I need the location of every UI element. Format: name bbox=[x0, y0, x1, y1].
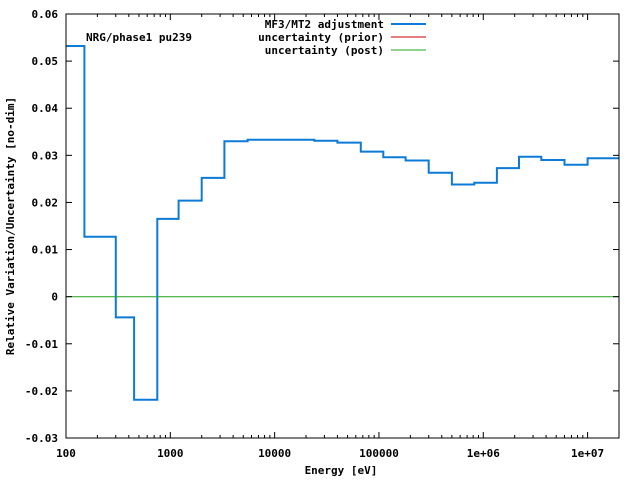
plot-frame bbox=[65, 13, 620, 439]
x-tick-label-5: 1e+07 bbox=[571, 447, 604, 460]
ticks bbox=[65, 13, 620, 439]
y-tick-label-7: 0.04 bbox=[32, 102, 59, 115]
x-tick-label-1: 1000 bbox=[157, 447, 184, 460]
legend-label-prior: uncertainty (prior) bbox=[258, 31, 384, 44]
y-tick-label-8: 0.05 bbox=[32, 55, 59, 68]
y-tick-label-4: 0.01 bbox=[32, 244, 59, 257]
x-axis-label: Energy [eV] bbox=[305, 464, 378, 477]
legend: MF3/MT2 adjustment uncertainty (prior) u… bbox=[258, 18, 426, 57]
y-axis-label: Relative Variation/Uncertainty [no-dim] bbox=[4, 97, 17, 355]
y-tick-label-9: 0.06 bbox=[32, 8, 59, 21]
chart-annotation: NRG/phase1 pu239 bbox=[86, 31, 192, 44]
plot-content bbox=[66, 45, 619, 401]
tick-labels: -0.03 -0.02 -0.01 0 0.01 0.02 0.03 0.04 0.05 0.06… bbox=[25, 8, 604, 460]
y-tick-label-0: -0.03 bbox=[25, 432, 58, 445]
y-tick-label-1: -0.02 bbox=[25, 385, 58, 398]
legend-label-adjustment: MF3/MT2 adjustment bbox=[265, 18, 384, 31]
x-tick-label-3: 100000 bbox=[359, 447, 399, 460]
x-tick-label-4: 1e+06 bbox=[467, 447, 500, 460]
series-line-0 bbox=[66, 45, 619, 401]
y-tick-label-3: 0 bbox=[51, 291, 58, 304]
x-tick-label-0: 100 bbox=[56, 447, 76, 460]
y-tick-label-2: -0.01 bbox=[25, 338, 58, 351]
x-tick-label-2: 10000 bbox=[258, 447, 291, 460]
legend-label-post: uncertainty (post) bbox=[265, 44, 384, 57]
y-tick-label-5: 0.02 bbox=[32, 196, 59, 209]
y-tick-label-6: 0.03 bbox=[32, 149, 59, 162]
